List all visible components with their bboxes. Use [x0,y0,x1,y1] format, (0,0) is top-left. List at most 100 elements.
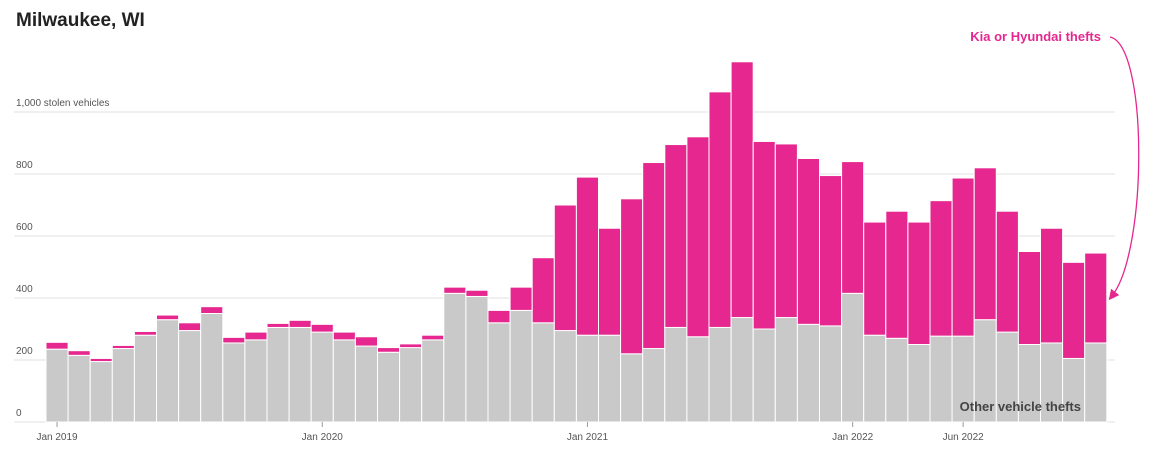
bar-kia-hyundai-thefts [620,198,644,355]
bar-kia-hyundai-thefts [310,323,334,333]
kia-hyundai-arrow [1108,36,1140,301]
bar-kia-hyundai-thefts [377,347,401,353]
bar-kia-hyundai-thefts [907,221,931,345]
bars [45,61,1108,423]
bar-kia-hyundai-thefts [863,221,887,336]
bar-other-thefts [819,325,843,423]
bar-other-thefts [642,348,666,423]
bar-kia-hyundai-thefts [45,341,69,350]
bar-kia-hyundai-thefts [575,176,600,336]
bar-other-thefts [907,344,931,423]
bar-kia-hyundai-thefts [1084,252,1108,344]
bar-kia-hyundai-thefts [421,334,445,341]
bar-kia-hyundai-thefts [1017,251,1042,345]
bar-other-thefts [178,330,202,423]
bar-kia-hyundai-thefts [929,200,953,337]
bar-other-thefts [664,326,688,423]
bar-kia-hyundai-thefts [288,319,312,328]
bar-kia-hyundai-thefts [487,309,511,324]
bar-kia-hyundai-thefts [178,322,202,332]
bar-other-thefts [841,292,865,423]
y-axis-labels: 0 200 400 600 800 1,000 stolen vehicles [16,98,109,419]
bar-kia-hyundai-thefts [531,257,555,324]
bar-kia-hyundai-thefts [686,136,710,338]
bar-kia-hyundai-thefts [752,140,776,330]
bar-other-thefts [288,326,312,423]
bar-other-thefts [266,326,290,423]
bar-other-thefts [421,339,445,423]
bar-kia-hyundai-thefts [1062,261,1086,359]
bar-kia-hyundai-thefts [399,343,423,349]
y-tick-label: 800 [16,160,33,171]
x-tick-label: Jan 2021 [567,432,609,443]
bar-kia-hyundai-thefts [951,177,975,337]
bar-other-thefts [45,348,69,423]
annotations: Kia or Hyundai thefts Other vehicle theft… [960,29,1140,414]
bar-other-thefts [531,322,555,423]
bar-kia-hyundai-thefts [266,322,290,328]
bar-kia-hyundai-thefts [200,306,224,314]
bar-other-thefts [553,330,577,423]
bar-other-thefts [620,353,644,423]
bar-kia-hyundai-thefts [774,143,798,319]
bar-other-thefts [708,326,732,423]
bar-other-thefts [752,328,776,423]
bar-other-thefts [332,339,356,423]
bar-kia-hyundai-thefts [133,330,157,336]
bar-other-thefts [244,339,268,423]
bar-kia-hyundai-thefts [67,350,91,356]
kia-hyundai-series-label: Kia or Hyundai thefts [970,29,1101,44]
x-tick-label: Jan 2020 [302,432,344,443]
bar-kia-hyundai-thefts [730,61,754,319]
bar-kia-hyundai-thefts [332,331,356,341]
bar-other-thefts [885,337,909,423]
chart-title: Milwaukee, WI [16,10,145,31]
bar-other-thefts [156,319,180,423]
bar-other-thefts [111,348,135,423]
bar-kia-hyundai-thefts [111,344,135,350]
bar-kia-hyundai-thefts [885,210,909,339]
bar-other-thefts [310,331,334,423]
bar-other-thefts [377,351,401,423]
bar-kia-hyundai-thefts [244,331,268,341]
bar-kia-hyundai-thefts [995,210,1019,333]
bar-other-thefts [796,323,821,423]
bar-other-thefts [222,342,246,423]
bar-kia-hyundai-thefts [465,289,489,297]
y-tick-label: 200 [16,346,33,357]
bar-other-thefts [465,295,489,423]
bar-other-thefts [730,317,754,423]
bar-other-thefts [200,313,224,423]
bar-kia-hyundai-thefts [553,204,577,332]
y-tick-label: 1,000 stolen vehicles [16,98,109,109]
bar-kia-hyundai-thefts [841,161,865,294]
bar-kia-hyundai-thefts [156,314,180,321]
bar-other-thefts [686,336,710,423]
bar-other-thefts [399,347,423,423]
bar-other-thefts [774,317,798,423]
other-thefts-series-label: Other vehicle thefts [960,399,1081,414]
bar-kia-hyundai-thefts [598,227,622,336]
bar-kia-hyundai-thefts [354,336,378,347]
bar-kia-hyundai-thefts [642,162,666,350]
y-tick-label: 0 [16,408,22,419]
bar-kia-hyundai-thefts [796,158,821,325]
bar-other-thefts [354,345,378,423]
bar-kia-hyundai-thefts [89,357,113,363]
bar-other-thefts [509,309,533,423]
bar-other-thefts [443,292,467,423]
bar-kia-hyundai-thefts [222,336,246,344]
x-tick-label: Jan 2019 [36,432,78,443]
x-axis-labels: Jan 2019 Jan 2020 Jan 2021 Jan 2022 Jun 2022 [36,422,984,443]
bar-kia-hyundai-thefts [708,91,732,328]
bar-other-thefts [1084,342,1108,423]
y-tick-label: 600 [16,222,33,233]
bar-other-thefts [929,335,953,423]
y-tick-label: 400 [16,284,33,295]
bar-other-thefts [575,334,600,423]
bar-other-thefts [133,334,157,423]
bar-other-thefts [598,334,622,423]
bar-kia-hyundai-thefts [509,286,533,311]
bar-kia-hyundai-thefts [1040,227,1064,344]
